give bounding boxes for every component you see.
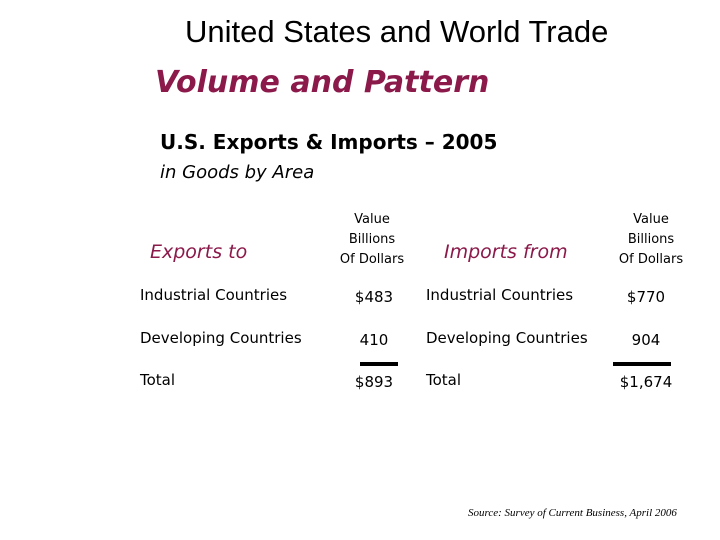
header-line: Of Dollars: [618, 252, 684, 267]
title: United States and World Trade: [185, 14, 609, 49]
value-cell: 410: [359, 331, 389, 349]
value-cell: 904: [631, 331, 661, 349]
label-cell: Developing Countries: [426, 329, 588, 347]
value-cell: $483: [354, 288, 394, 306]
header-line: Value: [633, 212, 669, 227]
value-cell: $1,674: [619, 373, 673, 391]
sum-rule: [613, 362, 671, 366]
value-cell: $893: [354, 373, 394, 391]
label-cell: Developing Countries: [140, 329, 302, 347]
source: Source: Survey of Current Business, Apri…: [468, 507, 677, 519]
subtitle: Volume and Pattern: [155, 65, 490, 100]
column-header: Imports from: [444, 241, 568, 263]
label-cell: Total: [426, 371, 462, 389]
label-cell: Total: [140, 371, 176, 389]
column-header: Value Billions Of Dollars: [619, 210, 683, 270]
label-cell: Industrial Countries: [140, 286, 288, 304]
sum-rule: [360, 362, 398, 366]
header-line: Billions: [627, 232, 675, 247]
subheading: in Goods by Area: [160, 162, 315, 183]
column-header: Exports to: [150, 241, 248, 263]
header-line: Of Dollars: [339, 252, 405, 267]
value-cell: $770: [626, 288, 666, 306]
column-header: Value Billions Of Dollars: [340, 210, 404, 270]
header-line: Billions: [348, 232, 396, 247]
header-line: Value: [354, 212, 390, 227]
heading: U.S. Exports & Imports – 2005: [160, 130, 498, 154]
label-cell: Industrial Countries: [426, 286, 574, 304]
